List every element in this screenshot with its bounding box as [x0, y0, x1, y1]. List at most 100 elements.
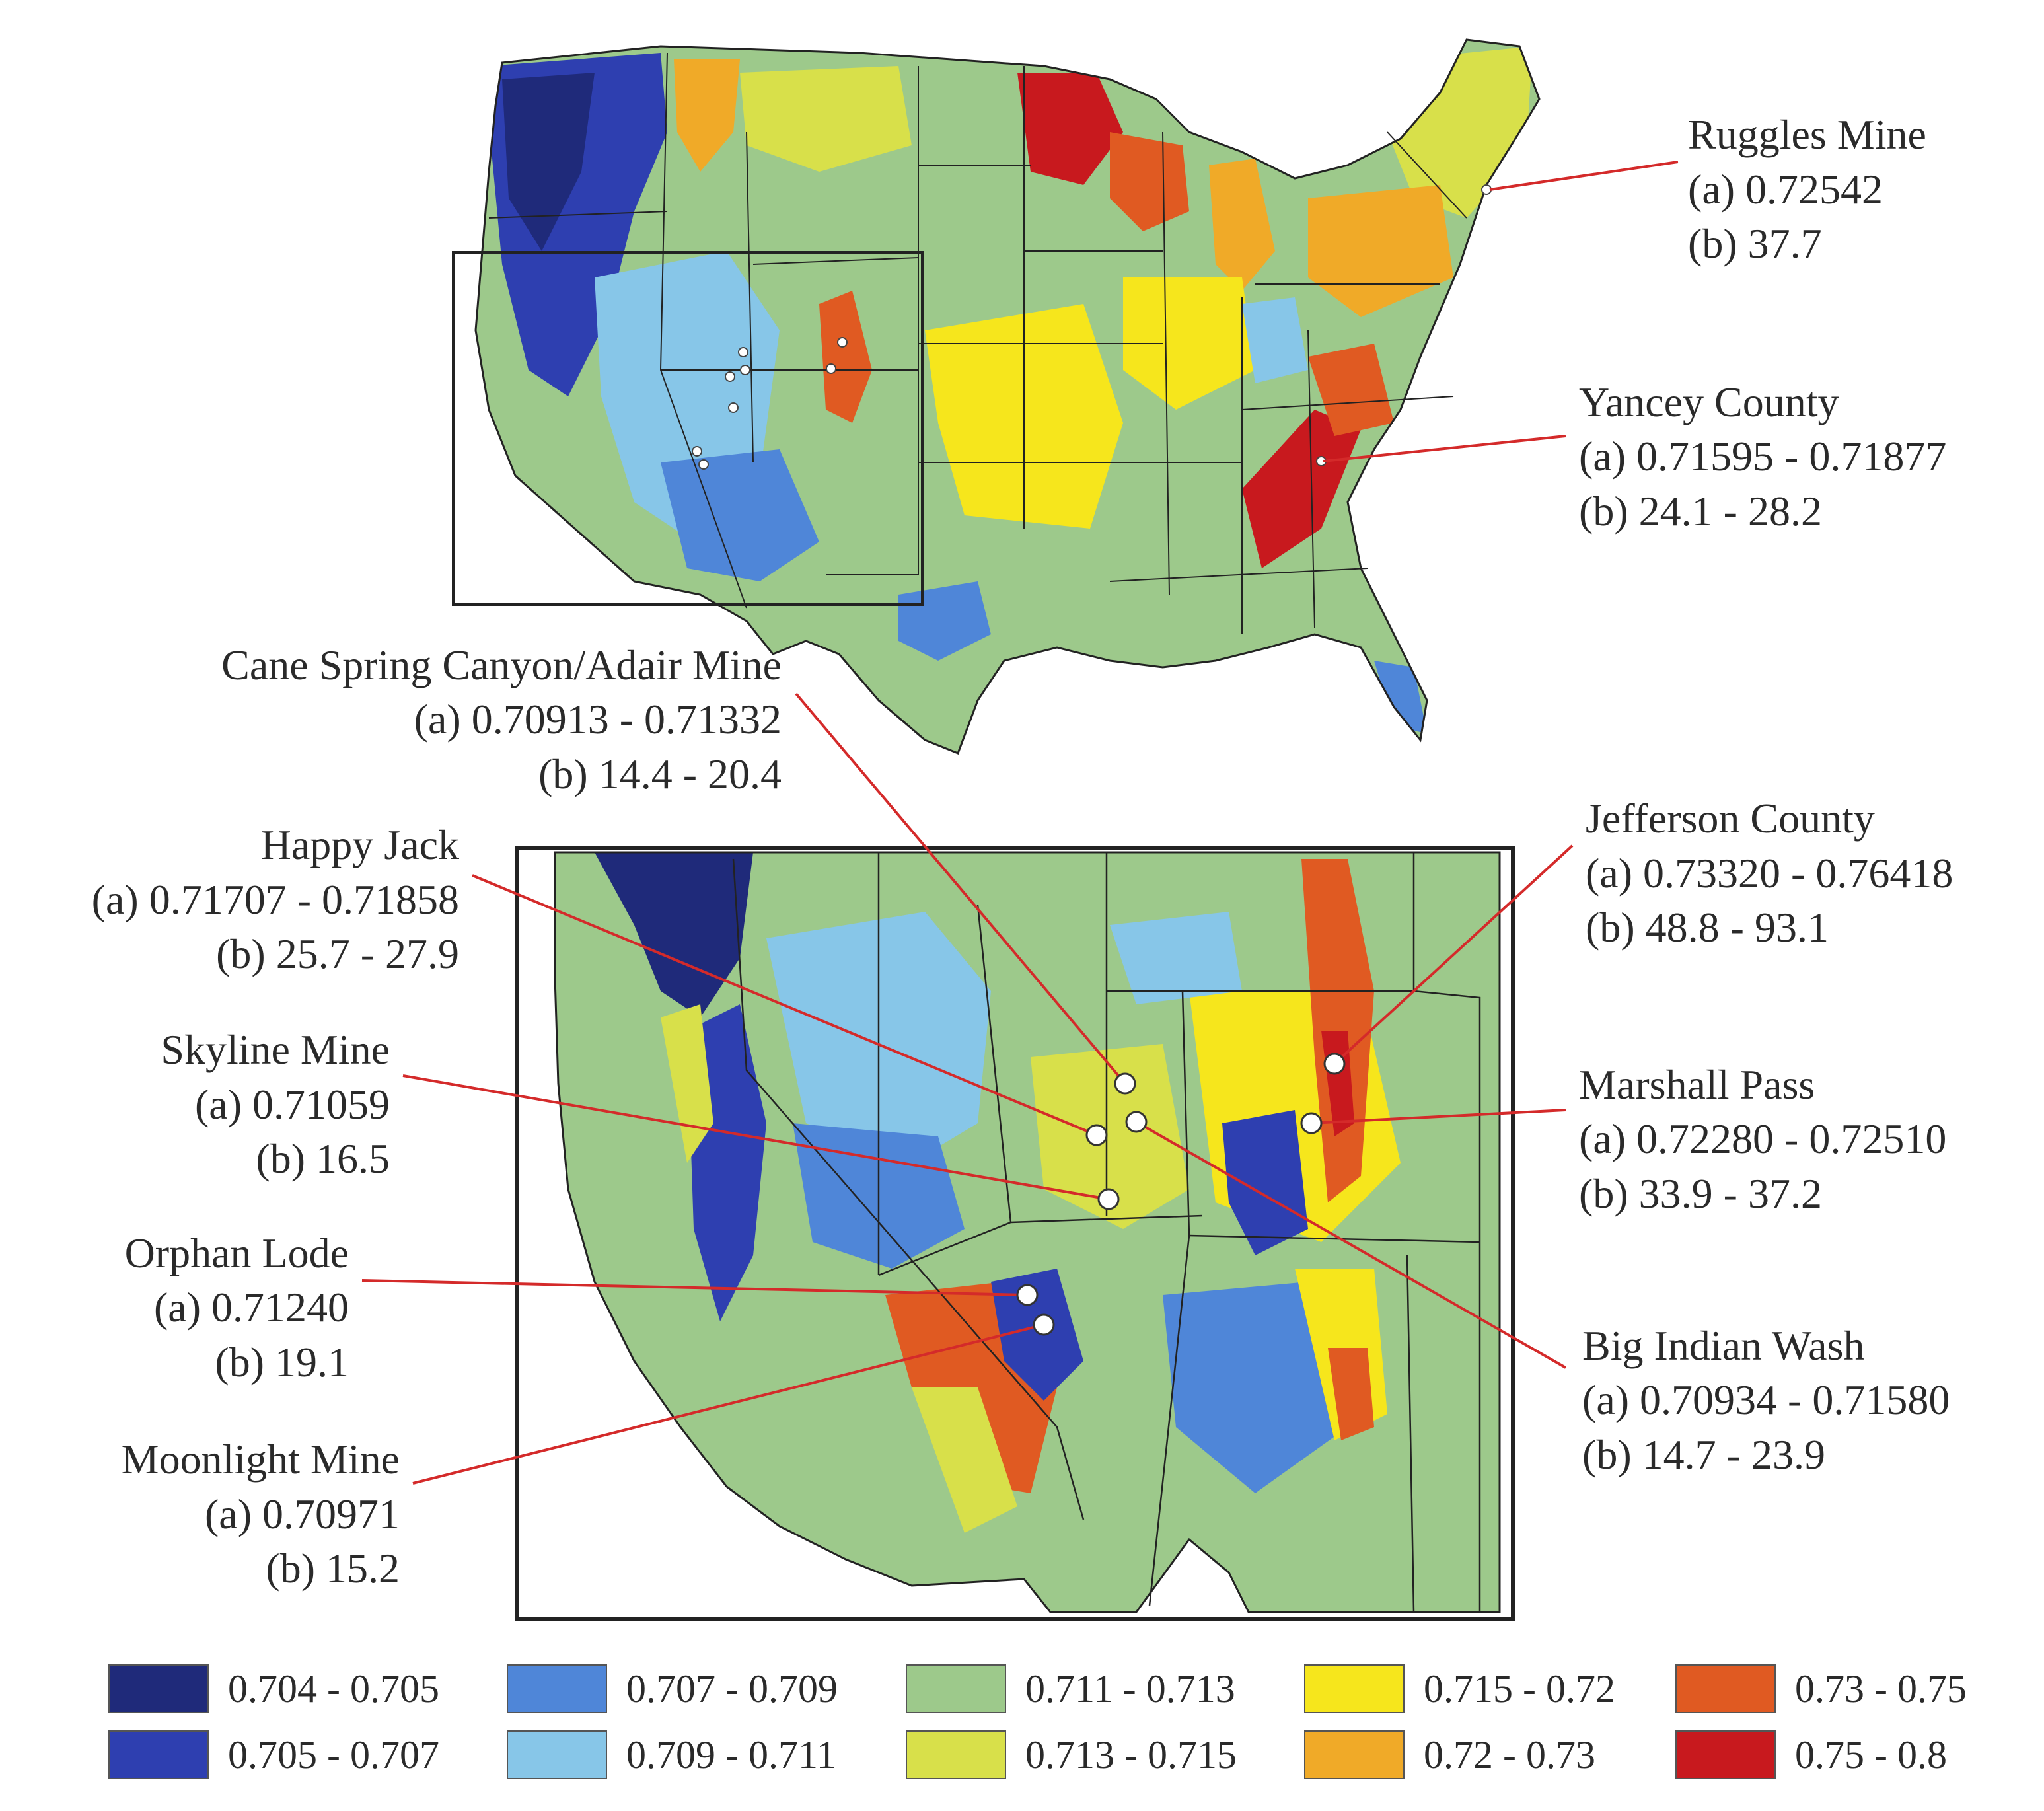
site-marshall-name: Marshall Pass — [1579, 1061, 1815, 1108]
inset-region-arizona-yellow — [912, 1387, 1017, 1533]
legend-label-10: 0.75 - 0.8 — [1795, 1733, 1947, 1777]
site-moonlight-b: (b) 15.2 — [266, 1545, 400, 1592]
site-skyline-name: Skyline Mine — [161, 1026, 390, 1073]
legend-label-4: 0.709 - 0.711 — [626, 1733, 836, 1777]
site-orphan-b: (b) 19.1 — [215, 1339, 349, 1386]
legend: 0.704 - 0.705 0.705 - 0.707 0.707 - 0.709 0… — [108, 1664, 1967, 1779]
us-marker-1 — [738, 347, 748, 357]
legend-swatch-10 — [1675, 1730, 1776, 1779]
leader-skyline — [402, 1074, 1109, 1201]
site-ruggles-a: (a) 0.72542 — [1688, 166, 1883, 213]
site-canespring-b: (b) 14.4 - 20.4 — [538, 751, 782, 797]
inset-state-borders — [732, 852, 1481, 1613]
inset-outline — [554, 851, 1501, 1613]
inset-site-markers — [1016, 1053, 1346, 1336]
legend-label-7: 0.715 - 0.72 — [1424, 1667, 1615, 1711]
legend-label-1: 0.704 - 0.705 — [228, 1667, 439, 1711]
inset-region-newmexico-mid — [1163, 1282, 1348, 1493]
legend-label-2: 0.705 - 0.707 — [228, 1733, 439, 1777]
site-happyjack-name: Happy Jack — [261, 821, 459, 868]
region-ohio-blue — [1242, 297, 1308, 383]
us-marker-3 — [740, 365, 750, 375]
us-marker-7 — [692, 446, 702, 457]
us-outline — [474, 38, 1541, 755]
site-jefferson-b: (b) 48.8 - 93.1 — [1586, 904, 1829, 951]
site-orphan-a: (a) 0.71240 — [154, 1284, 349, 1331]
region-southwest-mid — [661, 449, 819, 581]
inset-marker-orphan — [1016, 1284, 1039, 1306]
inset-marker-jefferson — [1323, 1053, 1346, 1075]
region-appalachia-red — [1242, 410, 1361, 568]
leader-orphan — [361, 1279, 1028, 1296]
inset-region-wyoming-light — [1110, 912, 1242, 1004]
us-marker-5 — [837, 337, 848, 348]
inset-marker-bigindian — [1125, 1111, 1148, 1133]
legend-swatch-6 — [906, 1730, 1006, 1779]
inset-region-utah-yellow — [1031, 1044, 1189, 1229]
us-marker-6 — [826, 363, 836, 374]
inset-marker-moonlight — [1033, 1313, 1055, 1336]
site-bigindian-a: (a) 0.70934 - 0.71580 — [1582, 1376, 1950, 1423]
region-northwest-lowest — [502, 73, 595, 251]
legend-swatch-1 — [108, 1664, 209, 1713]
legend-label-9: 0.73 - 0.75 — [1795, 1667, 1967, 1711]
leader-canespring — [795, 692, 1126, 1085]
site-orphan-name: Orphan Lode — [125, 1230, 349, 1276]
inset-frame — [515, 846, 1515, 1621]
inset-map — [515, 846, 1515, 1621]
site-moonlight-name: Moonlight Mine — [122, 1436, 400, 1483]
inset-marker-happyjack — [1085, 1124, 1108, 1146]
site-happyjack-b: (b) 25.7 - 27.9 — [216, 930, 459, 977]
inset-map-fill — [555, 852, 1500, 1612]
legend-swatch-3 — [507, 1664, 607, 1713]
region-appalachia-orange — [1308, 344, 1394, 436]
us-marker-8 — [698, 459, 709, 470]
leader-yancey — [1323, 435, 1566, 462]
leader-ruggles — [1489, 161, 1679, 191]
legend-swatch-4 — [507, 1730, 607, 1779]
site-ruggles-name: Ruggles Mine — [1688, 111, 1926, 158]
leader-happyjack — [472, 874, 1097, 1136]
region-idaho-high — [674, 59, 740, 172]
legend-label-5: 0.711 - 0.713 — [1025, 1667, 1235, 1711]
site-marshall-a: (a) 0.72280 - 0.72510 — [1579, 1115, 1946, 1162]
us-marker-4 — [728, 402, 739, 413]
region-montana-yellow — [740, 66, 912, 172]
inset-extent-box — [452, 251, 924, 606]
site-marshall-b: (b) 33.9 - 37.2 — [1579, 1170, 1822, 1217]
inset-marker-marshall — [1300, 1112, 1323, 1134]
legend-swatch-9 — [1675, 1664, 1776, 1713]
region-wisconsin-high — [1110, 132, 1189, 231]
legend-label-6: 0.713 - 0.715 — [1025, 1733, 1237, 1777]
site-skyline-b: (b) 16.5 — [256, 1135, 390, 1182]
region-michigan-orange — [1209, 159, 1275, 291]
legend-label-3: 0.707 - 0.709 — [626, 1667, 838, 1711]
region-rockies-high — [819, 291, 872, 423]
region-midwest-yellow — [1123, 277, 1255, 410]
site-skyline-a: (a) 0.71059 — [195, 1081, 390, 1128]
site-yancey-name: Yancey County — [1579, 379, 1839, 425]
legend-swatch-5 — [906, 1664, 1006, 1713]
us-state-borders — [488, 52, 1467, 634]
legend-swatch-2 — [108, 1730, 209, 1779]
inset-region-nm-high — [1328, 1348, 1374, 1440]
site-bigindian-name: Big Indian Wash — [1582, 1322, 1864, 1369]
site-jefferson-name: Jefferson County — [1586, 795, 1875, 842]
inset-marker-skyline — [1097, 1188, 1120, 1210]
site-yancey-a: (a) 0.71595 - 0.71877 — [1579, 433, 1946, 480]
us-marker-ruggles — [1481, 184, 1492, 195]
leader-lines — [361, 161, 1679, 1485]
region-minnesota-high — [1017, 73, 1123, 185]
inset-region-sanjuan-low — [1222, 1110, 1308, 1255]
site-ruggles-b: (b) 37.7 — [1688, 220, 1822, 267]
inset-region-arizona-low — [991, 1269, 1083, 1401]
leader-bigindian — [1136, 1121, 1566, 1369]
inset-region-sierra-yellow — [661, 1004, 713, 1163]
site-happyjack-a: (a) 0.71707 - 0.71858 — [92, 876, 459, 923]
site-labels: Ruggles Mine (a) 0.72542 (b) 37.7 Yancey… — [92, 111, 1953, 1592]
us-marker-2 — [725, 371, 735, 382]
site-canespring-a: (a) 0.70913 - 0.71332 — [414, 696, 782, 743]
inset-marker-canespring — [1114, 1072, 1136, 1095]
